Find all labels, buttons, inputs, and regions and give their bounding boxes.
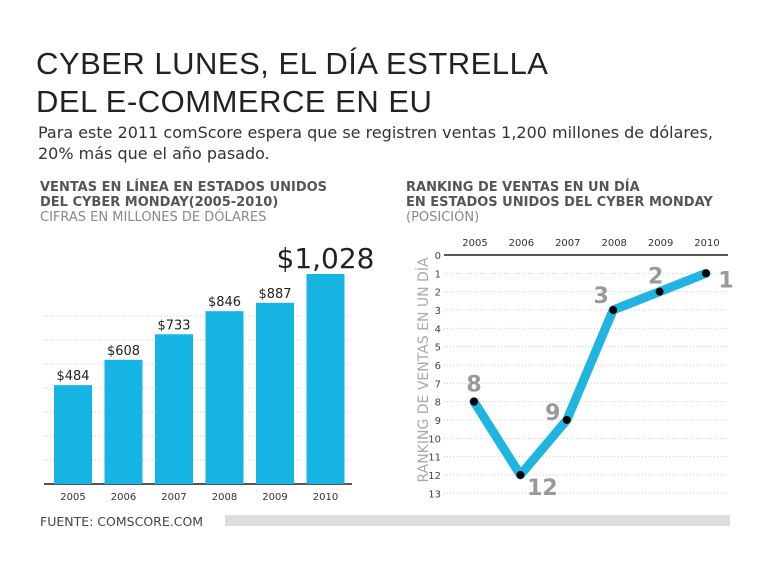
bar: [104, 359, 143, 484]
x-tick-label: 2009: [648, 238, 673, 249]
x-tick-label: 2008: [212, 492, 237, 503]
data-point: [516, 470, 525, 479]
y-tick-label: 4: [435, 324, 441, 335]
bar-label: $733: [157, 318, 190, 333]
y-tick-label: 13: [428, 489, 441, 500]
x-tick-label: 2008: [601, 238, 626, 249]
bar: [306, 274, 345, 484]
bar-label: $1,028: [277, 242, 375, 275]
line-chart-subtitle: (POSICIÓN): [406, 210, 480, 225]
data-point: [702, 269, 710, 278]
data-point: [655, 287, 664, 296]
bar-chart-subtitle: CIFRAS EN MILLONES DE DÓLARES: [40, 210, 267, 225]
data-label: 1: [718, 268, 733, 293]
bar: [54, 385, 92, 484]
title-line-2: DEL E-COMMERCE EN EU: [36, 84, 433, 119]
bar-label: $887: [258, 287, 291, 302]
data-label: 3: [594, 284, 609, 309]
x-tick-label: 2005: [462, 238, 487, 249]
data-label: 8: [466, 373, 481, 398]
y-tick-label: 5: [435, 343, 441, 354]
y-tick-label: 0: [435, 251, 441, 262]
data-point: [609, 305, 618, 314]
x-tick-label: 2006: [111, 492, 136, 503]
series-line: [469, 268, 711, 480]
bar: [205, 311, 244, 484]
y-tick-label: 7: [435, 379, 441, 390]
y-tick-label: 12: [428, 471, 441, 482]
data-label: 12: [527, 476, 558, 501]
y-tick-label: 11: [428, 453, 441, 464]
data-point: [470, 397, 478, 406]
y-tick-label: 1: [435, 269, 441, 280]
y-tick-label: 2: [435, 288, 441, 299]
bar-label: $846: [208, 295, 241, 310]
x-tick-label: 2010: [694, 238, 719, 249]
y-axis-label: RANKING DE VENTAS EN UN DÍA: [415, 257, 432, 482]
x-tick-label: 2005: [60, 492, 85, 503]
y-tick-label: 9: [435, 416, 441, 427]
line-chart-title-1: RANKING DE VENTAS EN UN DÍA: [406, 180, 640, 195]
y-tick-label: 6: [435, 361, 441, 372]
source: FUENTE: COMSCORE.COM: [40, 514, 204, 529]
x-tick-label: 2009: [262, 492, 287, 503]
data-label: 2: [648, 265, 663, 290]
source-bar: [225, 515, 730, 526]
bar: [256, 302, 294, 484]
y-tick-label: 3: [435, 306, 441, 317]
title-line-1: CYBER LUNES, EL DÍA ESTRELLA: [36, 46, 549, 81]
bar-chart-title-1: VENTAS EN LÍNEA EN ESTADOS UNIDOS: [40, 180, 328, 195]
data-point: [562, 415, 571, 424]
line-chart-title-2: EN ESTADOS UNIDOS DEL CYBER MONDAY: [406, 195, 713, 210]
data-label: 9: [545, 401, 560, 426]
y-tick-label: 10: [428, 434, 441, 445]
bar-label: $608: [107, 344, 140, 359]
y-tick-label: 8: [435, 398, 441, 409]
subtitle: Para este 2011 comScore espera que se re…: [38, 123, 713, 163]
x-tick-label: 2007: [555, 238, 580, 249]
x-tick-label: 2007: [161, 492, 186, 503]
bar: [155, 334, 193, 484]
x-tick-label: 2010: [313, 492, 338, 503]
x-tick-label: 2006: [509, 238, 534, 249]
bar-chart-title-2: DEL CYBER MONDAY(2005-2010): [40, 195, 279, 210]
bar-label: $484: [56, 369, 89, 384]
